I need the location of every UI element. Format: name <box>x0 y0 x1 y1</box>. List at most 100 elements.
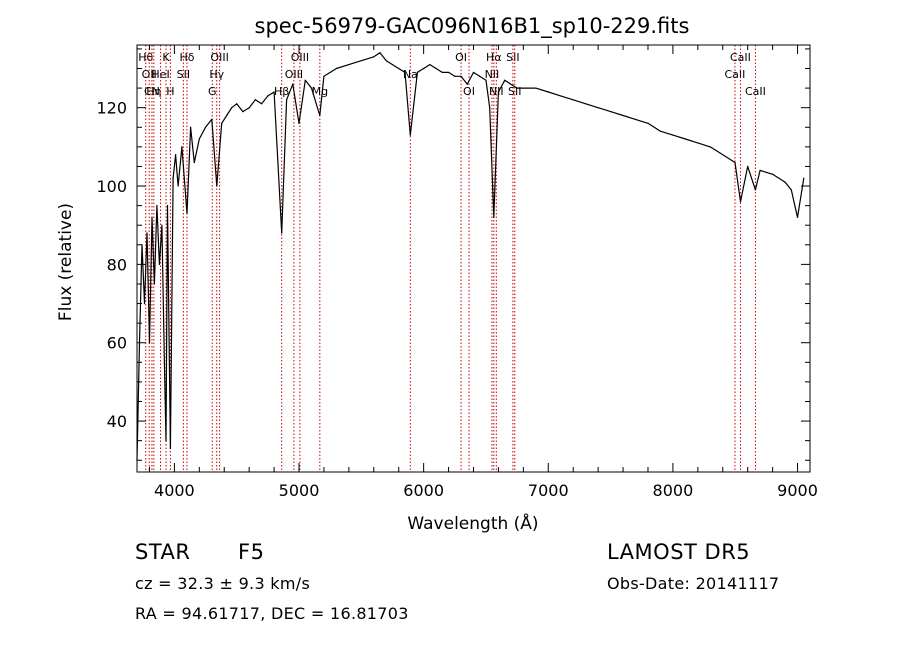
data-point <box>319 114 321 117</box>
data-point <box>722 154 724 156</box>
y-tick-label: 80 <box>107 255 127 274</box>
data-point <box>193 161 195 164</box>
data-point <box>198 138 200 140</box>
data-point <box>659 130 662 132</box>
data-point <box>734 161 736 164</box>
data-point <box>441 71 443 74</box>
marker-label: G <box>208 85 217 98</box>
marker-label: Hδ <box>179 51 194 64</box>
marker-label: SII <box>177 68 190 81</box>
data-point <box>497 91 500 93</box>
data-point <box>803 177 805 179</box>
data-point <box>522 87 524 89</box>
data-point <box>504 79 506 81</box>
marker-label: Hα <box>486 51 502 64</box>
data-point <box>273 91 275 93</box>
data-point <box>166 205 169 207</box>
y-axis: 40 60 80 100 120 <box>96 48 810 461</box>
marker-label: CaII <box>725 68 746 81</box>
marker-label: K <box>162 51 170 64</box>
data-point <box>609 110 612 113</box>
data-point <box>169 447 172 450</box>
data-point <box>672 134 674 136</box>
x-tick-label: 4000 <box>154 481 195 500</box>
marker-label: Mg <box>312 85 328 98</box>
marker-label: NII <box>485 68 500 81</box>
marker-label: HeI <box>151 68 169 81</box>
data-point <box>510 83 512 85</box>
marker-label: SII <box>506 51 519 64</box>
y-axis-label: Flux (relative) <box>56 203 76 321</box>
data-point <box>146 232 148 234</box>
series-line <box>136 52 805 461</box>
x-axis-label: Wavelength (Å) <box>407 512 538 534</box>
data-point <box>281 232 283 234</box>
data-point <box>236 103 238 105</box>
spectrum-series <box>136 52 805 461</box>
y-tick-label: 40 <box>107 412 127 431</box>
data-point <box>772 173 774 175</box>
data-point <box>493 216 495 218</box>
data-point <box>216 185 218 187</box>
data-point <box>204 126 207 128</box>
data-point <box>447 71 450 74</box>
y-tick-label: 120 <box>96 99 127 118</box>
x-tick-label: 9000 <box>777 481 818 500</box>
survey-label: LAMOST DR5 <box>607 540 751 564</box>
data-point <box>460 75 462 77</box>
chart-title: spec-56979-GAC096N16B1_sp10-229.fits <box>255 14 690 39</box>
data-point <box>560 95 562 97</box>
data-point <box>754 189 757 191</box>
marker-label: OII <box>142 68 157 81</box>
data-point <box>790 189 792 191</box>
marker-label: CaII <box>730 51 751 64</box>
data-point <box>516 87 518 89</box>
data-point <box>404 71 406 74</box>
data-point <box>221 122 223 124</box>
data-point <box>153 283 156 285</box>
data-point <box>254 99 256 101</box>
data-point <box>161 224 163 226</box>
x-tick-label: 7000 <box>528 481 569 500</box>
marker-label: CaII <box>745 85 766 98</box>
x-tick-label: 8000 <box>653 481 694 500</box>
data-point <box>156 205 158 207</box>
data-point <box>634 118 637 121</box>
marker-label: OI <box>455 51 467 64</box>
data-point <box>409 134 411 136</box>
data-point <box>226 114 228 117</box>
data-point <box>298 122 300 124</box>
data-point <box>172 177 174 179</box>
data-point <box>267 95 269 97</box>
data-point <box>435 67 437 70</box>
data-point <box>304 79 306 81</box>
data-point <box>759 169 761 171</box>
data-point <box>684 138 686 140</box>
data-point <box>248 107 250 109</box>
marker-label: CN <box>144 85 160 98</box>
data-point <box>158 263 161 265</box>
marker-label: Hβ <box>274 85 289 98</box>
coordinates: RA = 94.61717, DEC = 16.81703 <box>135 604 409 623</box>
object-class: STAR <box>135 540 191 564</box>
data-point <box>310 87 313 89</box>
data-point <box>165 440 167 442</box>
data-point <box>391 63 394 66</box>
marker-label: Hθ <box>138 51 153 64</box>
data-point <box>535 87 537 89</box>
data-point <box>585 103 587 105</box>
plot-frame <box>136 44 811 473</box>
data-point <box>148 342 151 344</box>
data-point <box>454 75 456 77</box>
data-point <box>423 67 425 70</box>
data-point <box>647 122 649 124</box>
marker-label: OIII <box>291 51 309 64</box>
data-point <box>261 103 263 105</box>
data-point <box>416 71 419 74</box>
data-point <box>747 165 749 168</box>
marker-label: OIII <box>210 51 228 64</box>
data-point <box>597 107 599 109</box>
marker-label: OI <box>463 85 475 98</box>
marker-label: H <box>166 85 174 98</box>
